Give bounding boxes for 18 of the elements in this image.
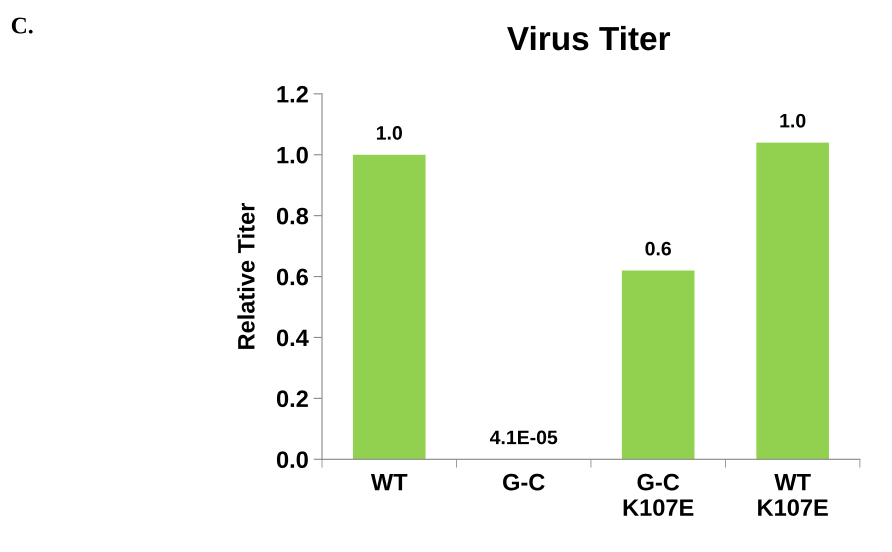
text: C. bbox=[12, 18, 33, 34]
x-tick-label: WT bbox=[370, 474, 408, 490]
chart-title: Virus Titer bbox=[507, 26, 670, 50]
text: 0.6 bbox=[276, 268, 308, 286]
x-tick-label: G-C K107E bbox=[624, 474, 694, 516]
text: 0.2 bbox=[276, 390, 308, 408]
data-label: 4.1E-05 bbox=[490, 430, 558, 444]
data-label: 0.6 bbox=[645, 242, 671, 256]
x-tick-label: G-C bbox=[503, 474, 545, 490]
text: 0.0 bbox=[276, 451, 308, 468]
text: 1.0 bbox=[277, 146, 308, 164]
text: 0.8 bbox=[276, 208, 308, 224]
y-axis-title: Relative Titer bbox=[237, 202, 255, 349]
text: 0.4 bbox=[276, 330, 309, 346]
x-tick-label: WT K107E bbox=[758, 474, 828, 516]
data-label: 1.0 bbox=[780, 114, 806, 128]
data-label: 1.0 bbox=[376, 126, 402, 140]
text: 1.2 bbox=[277, 86, 308, 102]
